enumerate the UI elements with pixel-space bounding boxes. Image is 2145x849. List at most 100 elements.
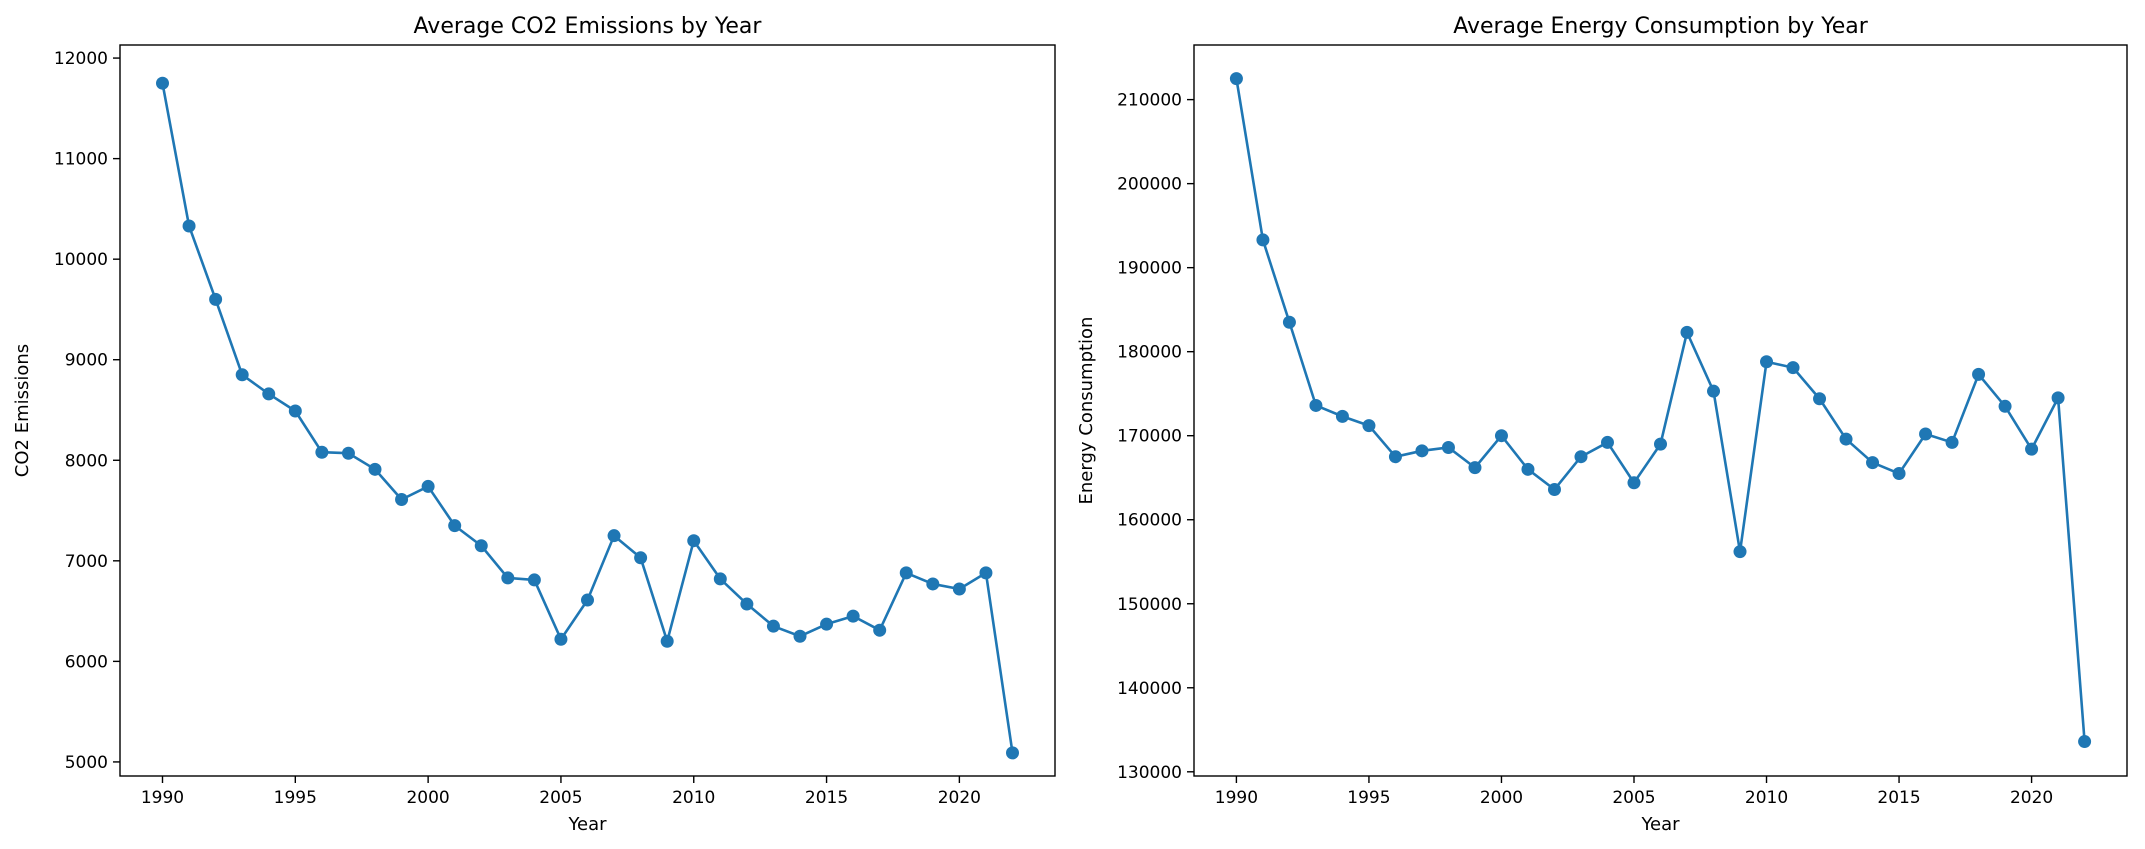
data-point — [1574, 450, 1588, 464]
chart-title: Average CO2 Emissions by Year — [414, 14, 763, 39]
data-point — [873, 623, 887, 637]
data-point — [1335, 409, 1349, 423]
data-point — [660, 634, 674, 648]
data-point — [1468, 461, 1482, 475]
x-tick-label: 2005 — [1612, 788, 1655, 808]
energy-consumption-chart: Average Energy Consumption by Year Year En… — [1076, 14, 2128, 835]
data-point — [1547, 482, 1561, 496]
data-point — [209, 292, 223, 306]
data-point — [1256, 233, 1270, 247]
y-tick-label: 160000 — [1117, 511, 1182, 531]
y-tick-label: 150000 — [1117, 595, 1182, 615]
data-point — [1680, 325, 1694, 339]
data-point — [1362, 419, 1376, 433]
data-point — [713, 572, 727, 586]
data-point — [1309, 398, 1323, 412]
data-point — [899, 566, 913, 580]
data-point — [1945, 435, 1959, 449]
y-tick-label: 12000 — [54, 49, 108, 69]
y-tick-label: 7000 — [65, 552, 108, 572]
y-tick-label: 5000 — [65, 753, 108, 773]
data-point — [1813, 392, 1827, 406]
data-point — [1494, 429, 1508, 443]
x-tick-label: 2005 — [539, 788, 582, 808]
y-tick-label: 210000 — [1117, 91, 1182, 111]
x-axis-label: Year — [567, 814, 607, 835]
data-point — [288, 404, 302, 418]
y-tick-label: 200000 — [1117, 175, 1182, 195]
x-tick-label: 2000 — [406, 788, 449, 808]
data-point — [421, 479, 435, 493]
data-point — [1654, 437, 1667, 451]
data-point — [1866, 456, 1880, 470]
x-axis-label: Year — [1640, 814, 1680, 835]
data-point — [1998, 399, 2012, 413]
data-point — [235, 368, 249, 382]
data-point — [156, 76, 169, 90]
plot-frame — [1193, 44, 2128, 777]
y-tick-label: 130000 — [1117, 763, 1182, 783]
x-tick-label: 1995 — [274, 788, 317, 808]
x-tick-label: 2015 — [805, 788, 848, 808]
data-point — [2078, 735, 2092, 749]
data-point — [315, 445, 329, 459]
y-tick-label: 140000 — [1117, 679, 1182, 699]
data-point — [607, 529, 621, 543]
y-tick-label: 9000 — [65, 351, 108, 371]
data-point — [1388, 450, 1402, 464]
data-point — [2051, 391, 2065, 405]
data-point — [1600, 435, 1614, 449]
x-tick-label: 2020 — [2010, 788, 2053, 808]
data-point — [368, 462, 382, 476]
data-point — [1707, 384, 1721, 398]
data-point — [1006, 746, 1019, 760]
data-point — [1786, 361, 1800, 375]
chart-title: Average Energy Consumption by Year — [1453, 14, 1869, 39]
x-tick-label: 1990 — [141, 788, 184, 808]
data-point — [554, 632, 568, 646]
y-axis-label: CO2 Emissions — [12, 344, 33, 477]
data-point — [1972, 367, 1986, 381]
y-tick-label: 8000 — [65, 451, 108, 471]
data-point — [687, 534, 701, 548]
data-point — [1521, 462, 1535, 476]
y-tick-label: 190000 — [1117, 259, 1182, 279]
data-point — [979, 566, 993, 580]
data-point — [1415, 444, 1429, 458]
data-point — [1441, 440, 1455, 454]
y-axis-label: Energy Consumption — [1076, 317, 1097, 505]
data-point — [448, 519, 462, 533]
data-point — [1892, 467, 1906, 481]
y-tick-label: 180000 — [1117, 343, 1182, 363]
data-point — [1919, 427, 1933, 441]
y-tick-label: 170000 — [1117, 427, 1182, 447]
x-tick-label: 2000 — [1480, 788, 1523, 808]
data-point — [1282, 315, 1296, 329]
data-point — [766, 619, 780, 633]
x-tick-label: 1995 — [1347, 788, 1390, 808]
data-point — [341, 446, 355, 460]
x-tick-label: 2015 — [1877, 788, 1920, 808]
data-point — [501, 571, 515, 585]
y-tick-label: 6000 — [65, 652, 108, 672]
y-tick-label: 10000 — [54, 250, 108, 270]
data-point — [182, 219, 196, 233]
data-point — [474, 539, 488, 553]
data-point — [1627, 476, 1641, 490]
data-point — [1760, 355, 1774, 369]
plot-frame — [119, 44, 1056, 777]
data-point — [846, 609, 860, 623]
x-tick-label: 2010 — [672, 788, 715, 808]
data-point — [793, 629, 807, 643]
data-point — [820, 617, 834, 631]
data-point — [395, 492, 409, 506]
data-point — [952, 582, 966, 596]
data-point — [1229, 72, 1243, 86]
data-point — [1839, 432, 1853, 446]
y-tick-label: 11000 — [54, 150, 108, 170]
x-tick-label: 2010 — [1745, 788, 1788, 808]
x-tick-label: 1990 — [1215, 788, 1258, 808]
data-point — [262, 387, 276, 401]
data-point — [1733, 545, 1747, 559]
